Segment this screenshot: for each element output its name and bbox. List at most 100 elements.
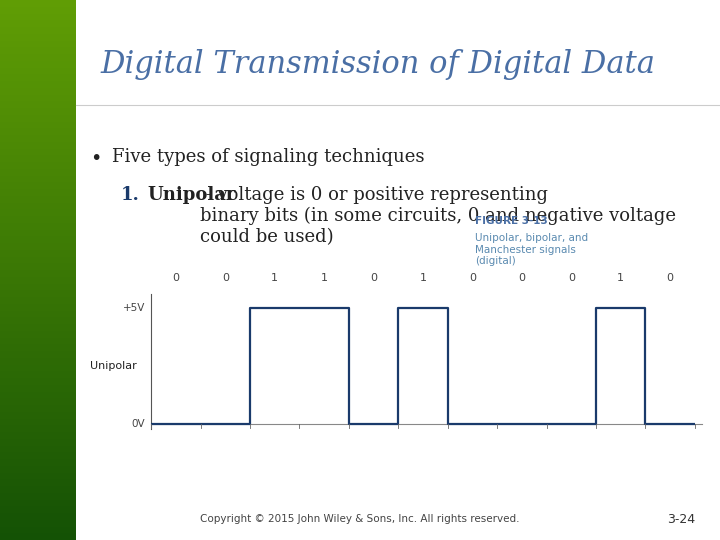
Text: 1: 1 (617, 273, 624, 283)
Bar (0, 486, 76, 492)
Text: 1: 1 (420, 273, 426, 283)
Bar (0, 33, 76, 40)
Bar (0, 74, 76, 81)
Bar (0, 411, 76, 418)
Bar (0, 500, 76, 507)
Bar (0, 263, 76, 270)
Bar (0, 446, 76, 453)
Text: 1: 1 (320, 273, 328, 283)
Bar (0, 176, 76, 183)
Bar (0, 102, 76, 108)
Text: 1: 1 (271, 273, 278, 283)
Bar (0, 216, 76, 222)
Bar (0, 27, 76, 33)
Bar (0, 230, 76, 237)
Bar (0, 297, 76, 303)
Bar (0, 209, 76, 216)
Bar (0, 162, 76, 168)
Bar (0, 459, 76, 465)
Bar (0, 87, 76, 94)
Bar (0, 519, 76, 526)
Bar (0, 291, 76, 297)
Bar (0, 115, 76, 122)
Bar (0, 534, 76, 540)
Text: 1.: 1. (121, 186, 140, 204)
Bar (0, 183, 76, 189)
Text: •: • (90, 148, 102, 167)
Bar (0, 378, 76, 384)
Bar (0, 453, 76, 459)
Bar (0, 345, 76, 351)
Bar (0, 195, 76, 202)
Bar (0, 40, 76, 47)
Bar (0, 384, 76, 391)
Bar (0, 310, 76, 317)
Text: Five types of signaling techniques: Five types of signaling techniques (112, 148, 424, 166)
Text: +5V: +5V (123, 303, 145, 313)
Bar (0, 405, 76, 411)
Bar (0, 372, 76, 378)
Bar (0, 507, 76, 513)
Bar (0, 222, 76, 230)
Bar (0, 243, 76, 249)
Text: 0V: 0V (132, 419, 145, 429)
Bar (0, 472, 76, 480)
Bar (0, 317, 76, 324)
Bar (0, 284, 76, 291)
Bar (0, 81, 76, 87)
Text: 0: 0 (568, 273, 575, 283)
Text: Digital Transmission of Digital Data: Digital Transmission of Digital Data (101, 49, 656, 79)
Bar (0, 0, 76, 6)
Bar (0, 513, 76, 519)
Bar (0, 20, 76, 27)
Bar (0, 526, 76, 534)
Bar (0, 432, 76, 438)
Bar (0, 94, 76, 102)
Bar (0, 303, 76, 310)
Bar (0, 148, 76, 156)
Text: Unipolar: Unipolar (90, 361, 137, 371)
Bar (0, 426, 76, 432)
Text: Copyright © 2015 John Wiley & Sons, Inc. All rights reserved.: Copyright © 2015 John Wiley & Sons, Inc.… (200, 515, 520, 524)
Bar (0, 189, 76, 195)
Bar (0, 122, 76, 128)
Text: 0: 0 (518, 273, 526, 283)
Bar (0, 364, 76, 372)
Bar (0, 202, 76, 209)
Bar (0, 141, 76, 149)
Bar (0, 47, 76, 54)
Bar (0, 351, 76, 357)
Bar (0, 6, 76, 14)
Bar (0, 68, 76, 74)
Text: 3-24: 3-24 (667, 513, 695, 526)
Bar (0, 14, 76, 20)
Text: Unipolar: Unipolar (148, 186, 236, 204)
Bar (0, 338, 76, 345)
Bar (0, 480, 76, 486)
Bar (0, 465, 76, 472)
Bar (0, 168, 76, 176)
Text: 0: 0 (222, 273, 229, 283)
Bar (0, 249, 76, 256)
Bar (0, 330, 76, 338)
Bar (0, 324, 76, 330)
Bar (0, 492, 76, 500)
Bar (0, 128, 76, 135)
Bar (0, 156, 76, 162)
Bar (0, 108, 76, 115)
Bar (0, 357, 76, 364)
Bar (0, 418, 76, 426)
Text: 0: 0 (172, 273, 179, 283)
Bar (0, 237, 76, 243)
Bar (0, 135, 76, 141)
Text: FIGURE 3-13: FIGURE 3-13 (475, 216, 548, 226)
Bar (0, 276, 76, 284)
Bar (0, 256, 76, 263)
Text: 0: 0 (667, 273, 674, 283)
Bar (0, 270, 76, 276)
Bar (0, 392, 76, 399)
Bar (0, 399, 76, 405)
Text: 0: 0 (469, 273, 476, 283)
Bar (0, 54, 76, 60)
Text: - voltage is 0 or positive representing
binary bits (in some circuits, 0 and neg: - voltage is 0 or positive representing … (200, 186, 676, 246)
